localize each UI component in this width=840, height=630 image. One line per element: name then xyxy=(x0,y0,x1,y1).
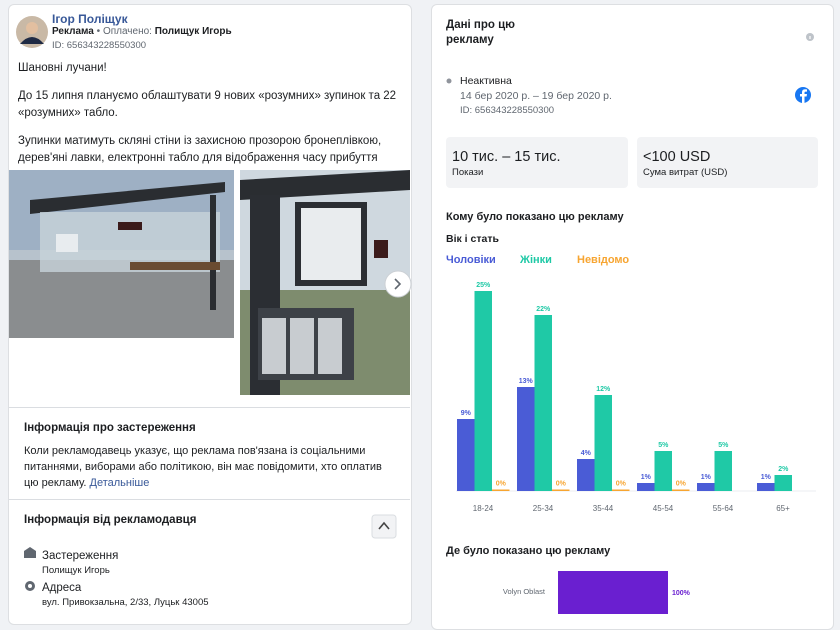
item-label: Адреса xyxy=(42,582,82,594)
disclaimer-title: Інформація про застереження xyxy=(24,422,196,434)
author[interactable]: Ігор Поліщук xyxy=(52,12,128,26)
paragraph: Зупинки матимуть скляні стіни із захисно… xyxy=(18,135,382,164)
disclaimer-text: Коли рекламодавець указує, що реклама по… xyxy=(24,445,382,489)
audience-title: Кому було показано цю рекламу xyxy=(446,211,624,223)
paid-by: Полищук Игорь xyxy=(154,26,232,37)
paragraph: Шановні лучани! xyxy=(18,62,107,74)
details-link[interactable]: Детальніше xyxy=(89,477,150,489)
divider xyxy=(9,499,410,500)
stat-label: Сума витрат (USD) xyxy=(643,167,728,178)
ad-data-card xyxy=(431,4,834,630)
stat-label: Покази xyxy=(452,167,484,178)
post-id: ID: 656343228550300 xyxy=(52,40,147,51)
stat-box xyxy=(637,137,818,188)
ad-label: Реклама xyxy=(52,26,94,37)
status: Неактивна xyxy=(460,75,512,87)
advertiser-title: Інформація від рекламодавця xyxy=(24,514,197,526)
divider xyxy=(9,407,410,408)
ad-data-title: Дані про цю рекламу xyxy=(446,19,516,46)
dates: 14 бер 2020 р. – 19 бер 2020 р. xyxy=(460,90,612,102)
sponsor-line: Реклама • Оплачено: Полищук Игорь xyxy=(52,26,232,37)
stat-value: 10 тис. – 15 тис. xyxy=(452,149,561,165)
stat-box xyxy=(446,137,628,188)
disclaimer-text-block: Коли рекламодавець указує, що реклама по… xyxy=(24,443,396,491)
ad-id: ID: 656343228550300 xyxy=(460,105,555,116)
item-label: Застереження xyxy=(42,550,119,562)
separator: • xyxy=(96,26,101,37)
stat-value: <100 USD xyxy=(643,149,711,165)
item-value: вул. Привокзальна, 2/33, Луцьк 43005 xyxy=(42,597,209,608)
paid-by-label: Оплачено: xyxy=(102,26,152,37)
paragraph: До 15 липня плануємо облаштувати 9 нових… xyxy=(18,90,397,119)
item-value: Полищук Игорь xyxy=(42,565,110,576)
